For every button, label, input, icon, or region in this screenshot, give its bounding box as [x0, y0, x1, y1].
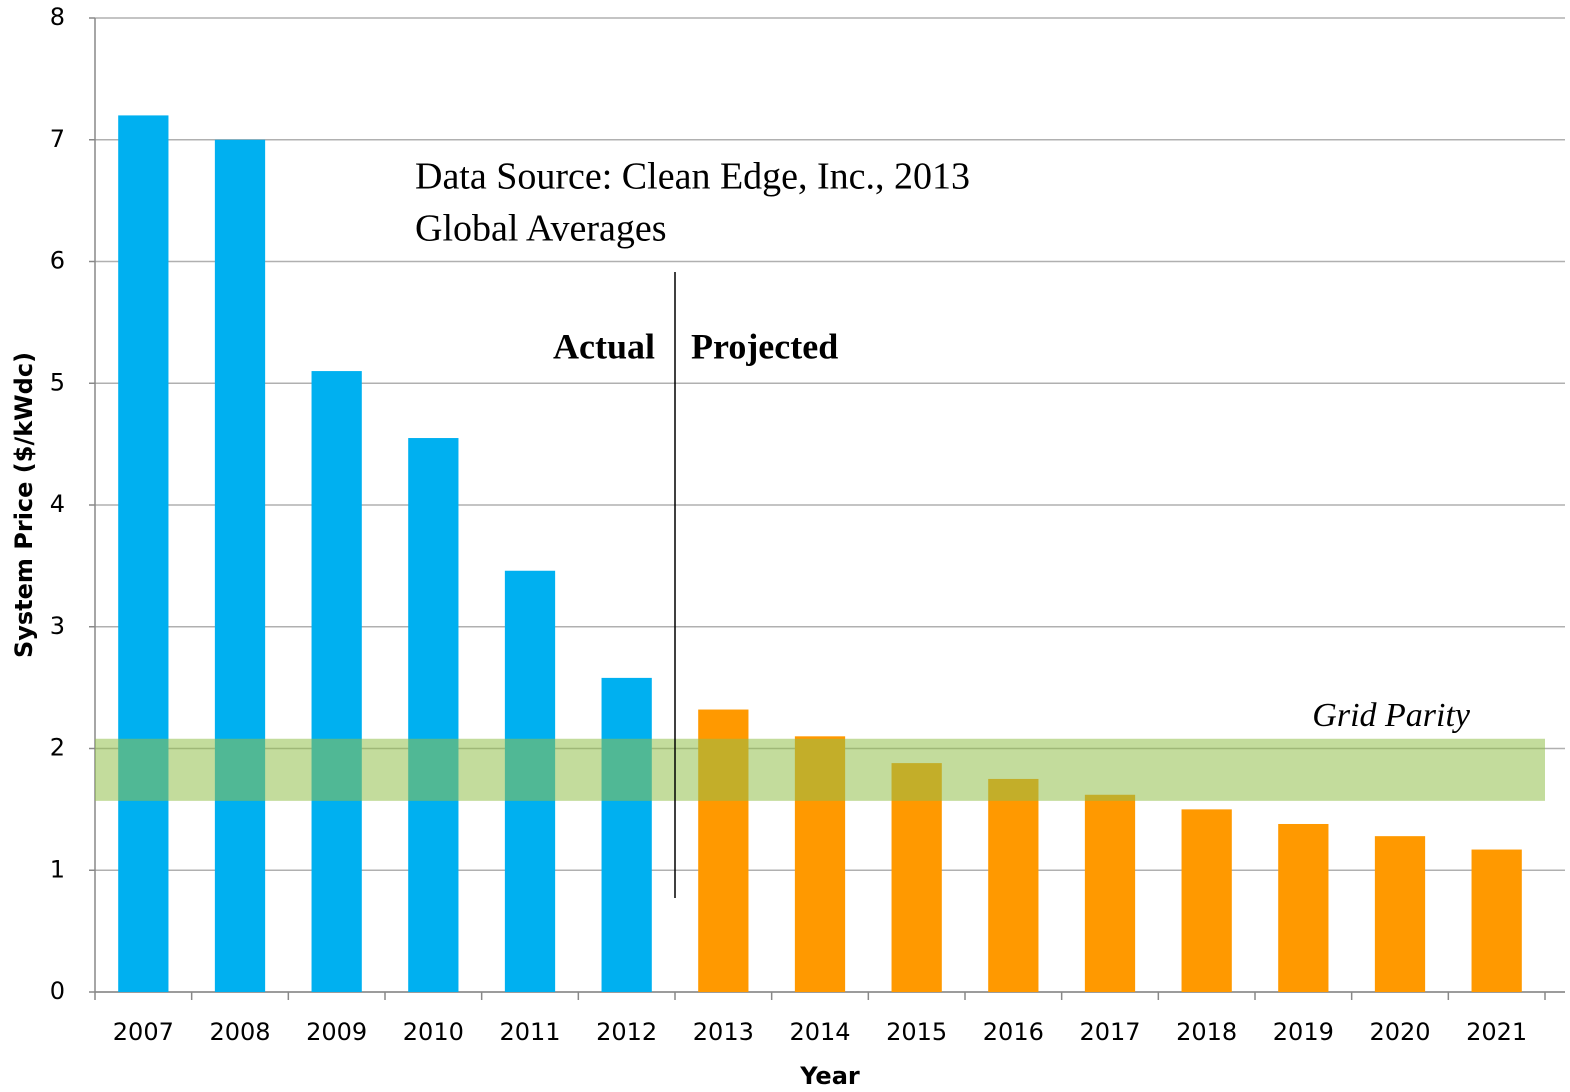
bar [311, 371, 362, 992]
x-tick-label: 2017 [1079, 1018, 1140, 1046]
x-tick-label: 2012 [596, 1018, 657, 1046]
bar [118, 115, 169, 992]
y-tick-label: 1 [50, 855, 65, 883]
bar [601, 677, 652, 992]
y-axis-label: System Price ($/kWdc) [10, 352, 38, 658]
y-tick-label: 4 [50, 490, 65, 518]
x-tick-label: 2020 [1369, 1018, 1430, 1046]
y-tick-label: 8 [50, 3, 65, 31]
x-tick-label: 2019 [1273, 1018, 1334, 1046]
x-tick-label: 2013 [693, 1018, 754, 1046]
series-label: Actual [553, 326, 655, 366]
bar [408, 438, 459, 993]
bar [1374, 836, 1426, 992]
x-tick-label: 2011 [499, 1018, 560, 1046]
x-tick-label: 2016 [983, 1018, 1044, 1046]
x-axis-label: Year [799, 1062, 860, 1090]
bar [1181, 809, 1232, 992]
grid-parity-band [95, 738, 1545, 801]
series-label: Projected [691, 326, 838, 366]
x-tick-label: 2008 [209, 1018, 270, 1046]
bar [988, 778, 1039, 992]
x-tick-label: 2009 [306, 1018, 367, 1046]
annotation: Global Averages [415, 208, 667, 250]
bar [1471, 849, 1522, 992]
x-tick-label: 2010 [403, 1018, 464, 1046]
bar [214, 139, 266, 992]
x-tick-label: 2014 [789, 1018, 850, 1046]
x-tick-label: 2007 [113, 1018, 174, 1046]
bar [1278, 823, 1329, 992]
annotation: Data Source: Clean Edge, Inc., 2013 [415, 156, 970, 198]
bar [891, 763, 942, 992]
x-tick-label: 2015 [886, 1018, 947, 1046]
y-tick-label: 7 [50, 125, 65, 153]
bar [1084, 794, 1136, 992]
x-tick-label: 2018 [1176, 1018, 1237, 1046]
x-tick-label: 2021 [1466, 1018, 1527, 1046]
y-tick-label: 0 [50, 977, 65, 1005]
y-tick-label: 5 [50, 368, 65, 396]
y-tick-label: 2 [50, 734, 65, 762]
y-tick-label: 6 [50, 247, 65, 275]
band-label: Grid Parity [1312, 697, 1471, 734]
y-tick-label: 3 [50, 612, 65, 640]
